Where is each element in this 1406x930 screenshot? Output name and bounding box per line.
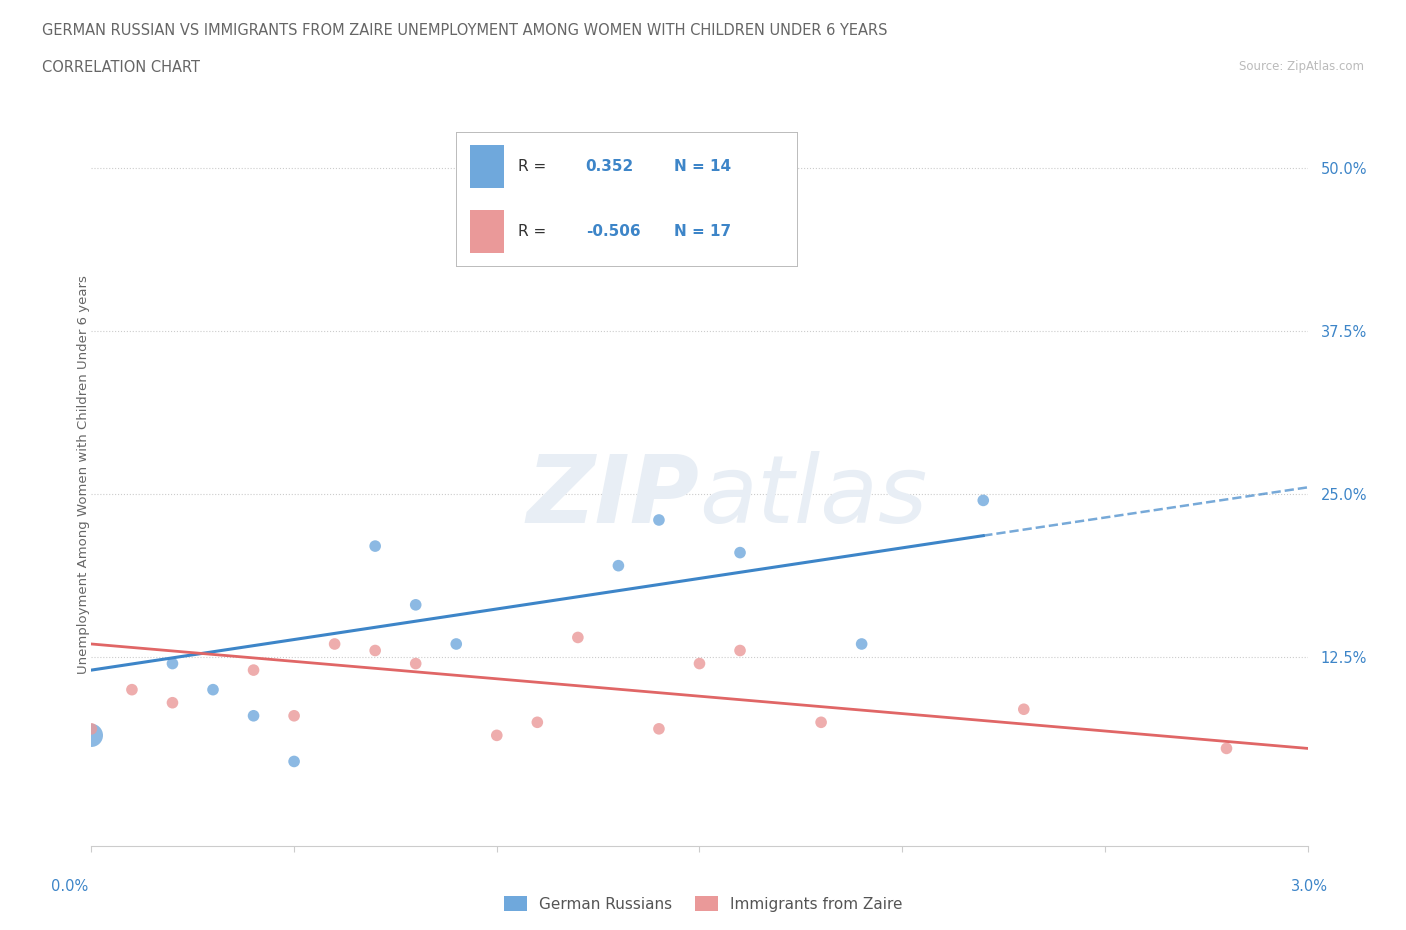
Point: [364, 538, 387, 553]
Point: [283, 709, 305, 724]
Point: [688, 657, 710, 671]
Point: [526, 715, 548, 730]
Point: [162, 696, 184, 711]
Point: [80, 728, 103, 743]
Point: [283, 754, 305, 769]
Text: CORRELATION CHART: CORRELATION CHART: [42, 60, 200, 75]
Point: [728, 643, 751, 658]
Text: atlas: atlas: [699, 451, 928, 542]
Point: [121, 683, 143, 698]
Point: [810, 715, 832, 730]
Point: [485, 728, 508, 743]
Text: N = 14: N = 14: [675, 159, 731, 175]
Point: [405, 597, 427, 612]
Legend: German Russians, Immigrants from Zaire: German Russians, Immigrants from Zaire: [498, 889, 908, 918]
Point: [444, 636, 467, 651]
Point: [202, 683, 225, 698]
Point: [405, 657, 427, 671]
Text: -0.506: -0.506: [586, 223, 640, 239]
Point: [972, 493, 994, 508]
Text: 0.0%: 0.0%: [51, 879, 89, 894]
Point: [648, 722, 671, 737]
Point: [80, 722, 103, 737]
Text: GERMAN RUSSIAN VS IMMIGRANTS FROM ZAIRE UNEMPLOYMENT AMONG WOMEN WITH CHILDREN U: GERMAN RUSSIAN VS IMMIGRANTS FROM ZAIRE …: [42, 23, 887, 38]
Text: Source: ZipAtlas.com: Source: ZipAtlas.com: [1239, 60, 1364, 73]
Point: [242, 709, 264, 724]
Point: [851, 636, 873, 651]
Text: ZIP: ZIP: [527, 451, 699, 542]
Point: [648, 512, 671, 527]
Point: [1215, 741, 1237, 756]
Point: [607, 558, 630, 573]
Bar: [470, 145, 503, 188]
Text: R =: R =: [517, 159, 546, 175]
Bar: [470, 210, 503, 253]
Point: [526, 219, 548, 233]
Point: [242, 663, 264, 678]
Text: R =: R =: [517, 223, 546, 239]
Text: N = 17: N = 17: [675, 223, 731, 239]
Y-axis label: Unemployment Among Women with Children Under 6 years: Unemployment Among Women with Children U…: [76, 275, 90, 673]
Text: 0.352: 0.352: [586, 159, 634, 175]
Point: [1012, 702, 1035, 717]
Point: [162, 657, 184, 671]
Point: [323, 636, 346, 651]
Point: [364, 643, 387, 658]
Point: [567, 630, 589, 644]
Text: 3.0%: 3.0%: [1291, 879, 1327, 894]
Point: [728, 545, 751, 560]
